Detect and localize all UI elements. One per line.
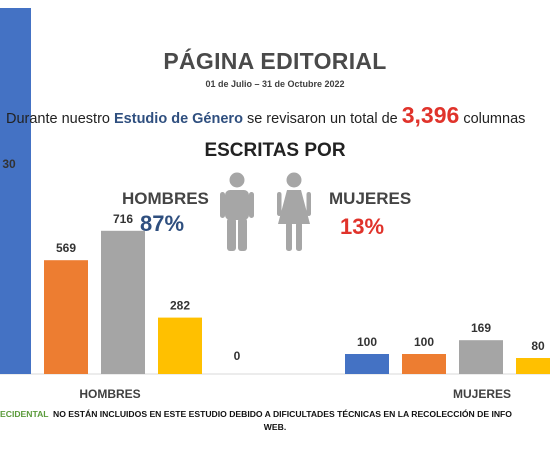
intro-text-3: columnas (459, 111, 526, 127)
intro-text-2: se revisaron un total de (242, 111, 402, 127)
men-label: HOMBRES (122, 189, 209, 208)
bar-value-label: 569 (56, 241, 76, 255)
total-columns: 3,396 (401, 102, 460, 128)
bar-mujeres-1 (402, 354, 446, 374)
bar-value-label: 80 (531, 339, 545, 353)
woman-icon (277, 172, 311, 251)
bar-mujeres-2 (459, 340, 503, 374)
intro-sentence: Durante nuestro Estudio de Género se rev… (6, 102, 525, 129)
bar-mujeres-3 (516, 358, 550, 374)
men-percent: 87% (140, 211, 185, 236)
written-by-heading: ESCRITAS POR (204, 140, 346, 161)
date-range: 01 de Julio – 31 de Octubre 2022 (205, 79, 345, 89)
man-icon (220, 172, 254, 251)
bar-hombres-3 (158, 317, 202, 374)
group-label-women: MUJERES (453, 387, 511, 401)
bar-value-label: 100 (357, 335, 377, 349)
study-name: Estudio de Género (114, 111, 243, 127)
bar-value-label: 0 (234, 349, 241, 363)
women-label: MUJERES (329, 189, 412, 208)
bar-mujeres-0 (345, 354, 389, 374)
page-title: PÁGINA EDITORIAL (163, 48, 387, 74)
bar-value-label: 100 (414, 335, 434, 349)
bar-hombres-1 (44, 260, 88, 374)
footer-line-1: NO ESTÁN INCLUIDOS EN ESTE ESTUDIO DEBID… (53, 409, 512, 419)
bar-value-label: 716 (113, 212, 133, 226)
bar-hombres-2 (101, 230, 145, 374)
footer-prefix: ECIDENTAL (0, 409, 49, 419)
bar-value-label: 30 (2, 157, 16, 171)
intro-text-1: Durante nuestro (6, 111, 115, 127)
bar-hombres-0 (0, 8, 31, 374)
bar-value-label: 169 (471, 321, 491, 335)
bar-value-label: 282 (170, 299, 190, 313)
footer-line-2: WEB. (263, 422, 287, 432)
women-percent: 13% (340, 214, 385, 239)
group-label-men: HOMBRES (79, 387, 140, 401)
